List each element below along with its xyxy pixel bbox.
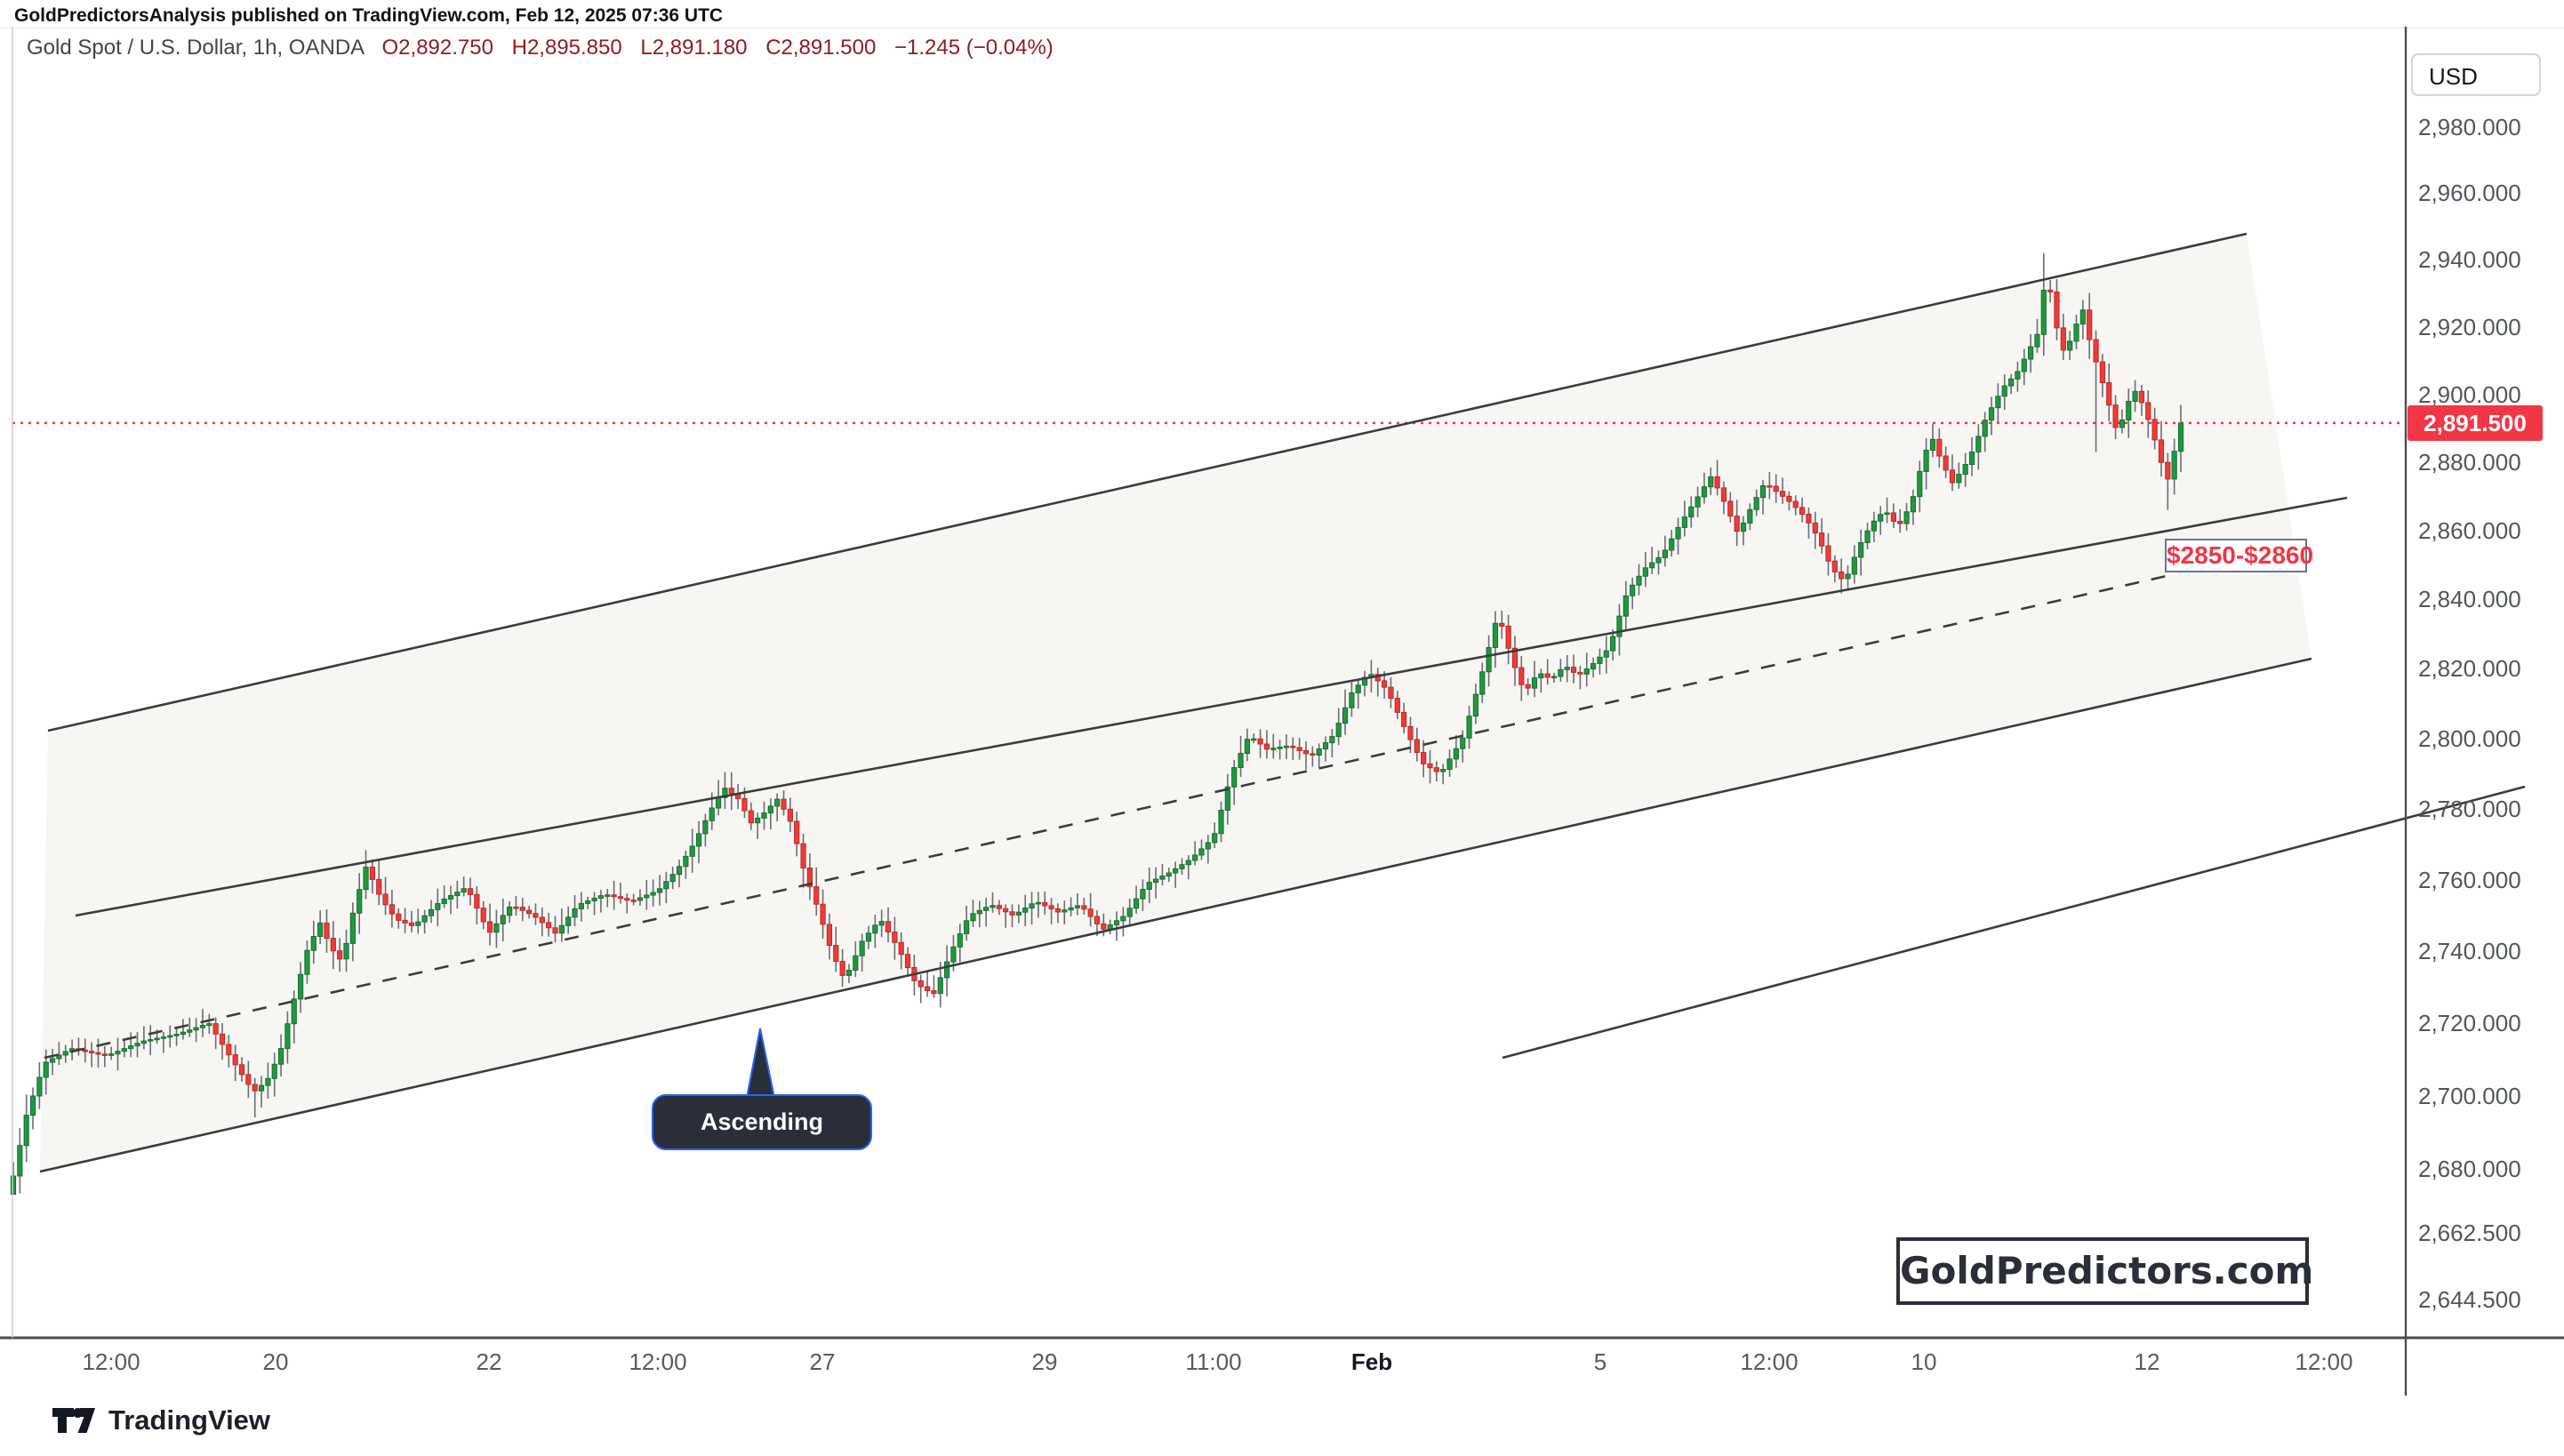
tooltip-pointer (745, 1028, 776, 1099)
price-tick-label: 2,920.000 (2418, 313, 2521, 340)
time-tick-label: 29 (1031, 1348, 1058, 1375)
price-tick-label: 2,780.000 (2418, 796, 2521, 823)
currency-chip: USD (2411, 53, 2541, 96)
ohlc-open: O2,892.750 (381, 36, 493, 60)
support-zone-label[interactable]: $2850-$2860 (2165, 539, 2313, 572)
channel-lower[interactable] (39, 657, 2312, 1173)
symbol-legend[interactable]: Gold Spot / U.S. Dollar, 1h, OANDA O2,89… (27, 36, 1054, 60)
time-tick-label: 12:00 (82, 1348, 140, 1375)
channel-fill (40, 234, 2312, 1172)
time-tick-label: 5 (1593, 1348, 1607, 1375)
tradingview-logo-icon (52, 1408, 95, 1433)
symbol-title: Gold Spot / U.S. Dollar, 1h, OANDA (27, 36, 364, 60)
candle-series (10, 252, 2184, 1196)
price-tick-label: 2,860.000 (2418, 516, 2521, 544)
price-tick-label: 2,900.000 (2418, 380, 2521, 408)
time-tick-label: 11:00 (1185, 1348, 1242, 1375)
price-tick-label: 2,680.000 (2418, 1155, 2521, 1182)
ohlc-low: L2,891.180 (640, 36, 748, 60)
ohlc-close: C2,891.500 (765, 36, 877, 60)
tradingview-brand: TradingView (52, 1404, 270, 1436)
time-tick-label: Feb (1350, 1348, 1393, 1375)
time-tick-label: 12 (2134, 1348, 2160, 1375)
price-tick-label: 2,940.000 (2418, 246, 2521, 274)
brand-text: TradingView (108, 1404, 271, 1436)
time-tick-label: 12:00 (1740, 1348, 1799, 1375)
price-tick-label: 2,644.500 (2418, 1286, 2521, 1313)
channel-upper[interactable] (47, 232, 2248, 732)
time-tick-label: 20 (262, 1348, 289, 1375)
ohlc-change: −1.245 (−0.04%) (893, 36, 1054, 60)
time-tick-label: 12:00 (629, 1348, 687, 1375)
time-tick-label: 12:00 (2295, 1348, 2353, 1375)
watermark-box: GoldPredictors.com (1896, 1237, 2313, 1305)
inner-trendline[interactable] (75, 496, 2348, 917)
price-tick-label: 2,760.000 (2418, 866, 2521, 893)
price-tick-label: 2,720.000 (2418, 1010, 2521, 1037)
ascending-channel-tooltip[interactable]: Ascending Channel (652, 1094, 872, 1188)
last-price-tag: 2,891.500 (2408, 405, 2543, 441)
time-tick-label: 27 (809, 1348, 836, 1375)
price-tick-label: 2,662.500 (2418, 1220, 2521, 1247)
price-tick-label: 2,880.000 (2418, 448, 2521, 476)
price-tick-label: 2,980.000 (2418, 114, 2521, 140)
lower-support[interactable] (1502, 785, 2526, 1060)
price-tick-label: 2,820.000 (2418, 655, 2521, 683)
price-tick-label: 2,960.000 (2418, 180, 2521, 207)
price-tick-label: 2,740.000 (2418, 938, 2521, 965)
time-tick-label: 10 (1911, 1348, 1937, 1375)
ohlc-high: H2,895.850 (511, 36, 622, 60)
price-tick-label: 2,700.000 (2418, 1082, 2521, 1109)
price-tick-label: 2,840.000 (2418, 586, 2521, 613)
published-line: GoldPredictorsAnalysis published on Trad… (14, 5, 724, 26)
price-tick-label: 2,800.000 (2418, 725, 2521, 753)
time-tick-label: 22 (476, 1348, 502, 1375)
